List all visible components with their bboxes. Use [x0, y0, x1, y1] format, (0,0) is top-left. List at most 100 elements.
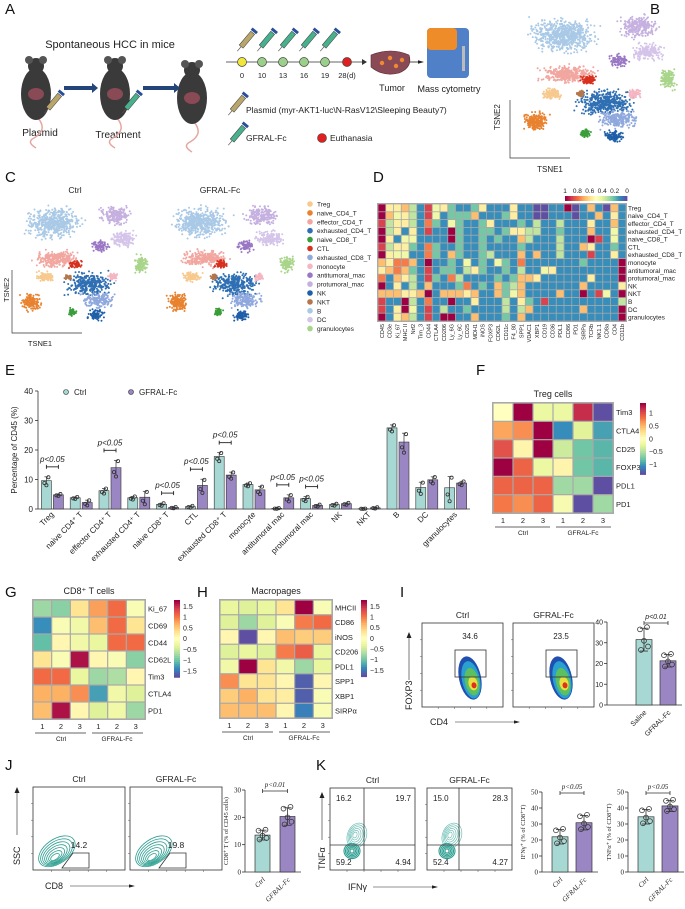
tsne-point	[552, 24, 555, 27]
tsne-point	[125, 239, 128, 242]
timeline-arrow	[362, 59, 367, 65]
tsne-point	[551, 50, 554, 53]
tsne-point	[634, 30, 636, 33]
tsne-point	[523, 121, 526, 123]
syringe-barrel	[300, 30, 317, 49]
tsne-point	[580, 36, 583, 39]
tsne-point	[38, 252, 41, 255]
tsne-point	[30, 217, 32, 220]
tsne-point	[102, 208, 105, 211]
tsne-point	[631, 115, 633, 118]
tsne-point	[538, 117, 541, 120]
tsne-point	[634, 28, 637, 30]
tsne-point	[135, 269, 138, 272]
tsne-point	[63, 294, 66, 297]
tsne-point	[76, 222, 79, 225]
tsne-point	[654, 29, 657, 32]
tsne-point	[600, 98, 603, 101]
tsne-point	[48, 213, 51, 216]
tsne-point	[596, 99, 599, 102]
tsne-point	[584, 78, 587, 80]
tsne-point	[62, 260, 65, 263]
tsne-point	[642, 48, 644, 51]
tsne-point	[624, 96, 627, 98]
tsne-point	[30, 259, 33, 262]
tsne-point	[672, 74, 675, 77]
tsne-point	[70, 214, 73, 217]
tsne-point	[577, 38, 580, 41]
tsne-point	[628, 30, 631, 33]
syringe-barrel	[321, 30, 338, 49]
tsne-point	[575, 105, 578, 108]
tsne-point	[613, 140, 616, 143]
tsne-point	[584, 103, 587, 106]
tsne-point	[41, 219, 44, 222]
tsne-point	[633, 56, 636, 59]
tsne-point	[64, 230, 67, 233]
tsne-point	[582, 65, 585, 68]
tsne-point	[581, 78, 584, 81]
tsne-point	[541, 43, 544, 46]
tsne-point	[53, 214, 56, 217]
tsne-point	[667, 85, 670, 88]
tsne-point	[627, 126, 630, 129]
tsne-point	[584, 81, 587, 84]
tsne-point	[107, 282, 110, 285]
tsne-point	[64, 213, 67, 216]
tsne-point	[75, 257, 78, 260]
tsne-point	[580, 49, 583, 51]
tsne-point	[36, 258, 39, 261]
tsne-point	[541, 50, 544, 53]
tsne-point	[571, 38, 574, 41]
tsne-point	[547, 77, 550, 80]
tsne-point	[531, 117, 534, 120]
tsne-point	[40, 228, 43, 231]
tsne-point	[631, 18, 634, 21]
tsne-point	[566, 71, 569, 74]
tsne-point	[125, 221, 128, 224]
tsne-point	[577, 93, 580, 96]
tsne-point	[638, 17, 641, 19]
mouse-ear	[181, 60, 189, 68]
tsne-point	[80, 260, 83, 263]
tsne-point	[531, 36, 534, 39]
tsne-point	[615, 100, 618, 103]
tsne-point	[622, 122, 625, 125]
tsne-point	[578, 34, 581, 37]
tsne-point	[574, 36, 577, 39]
tsne-point	[630, 122, 633, 124]
tsne-point	[582, 42, 585, 45]
tsne-point	[592, 71, 594, 74]
tsne-point	[536, 38, 538, 41]
tsne-point	[53, 265, 56, 268]
tsne-point	[561, 28, 564, 31]
tsne-point	[553, 69, 556, 72]
tsne-point	[70, 212, 73, 215]
tsne-point	[665, 76, 668, 79]
tsne-point	[36, 210, 39, 213]
tsne-point	[621, 64, 624, 67]
tsne-point	[628, 91, 631, 94]
tsne-point	[117, 221, 120, 224]
tsne-point	[628, 21, 631, 24]
tsne-point	[531, 127, 534, 130]
tsne-point	[664, 70, 667, 73]
tsne-point	[595, 43, 598, 46]
tsne-point	[662, 74, 665, 77]
tsne-point	[563, 69, 566, 72]
tsne-point	[63, 230, 65, 232]
tsne-point	[57, 214, 60, 216]
tsne-point	[116, 222, 119, 225]
tsne-point	[609, 110, 612, 113]
tsne-point	[593, 72, 596, 75]
tsne-point	[37, 231, 40, 234]
tsne-point	[544, 92, 547, 95]
tsne-point	[557, 29, 560, 32]
tsne-point	[540, 118, 543, 121]
tsne-point	[62, 224, 65, 227]
tsne-point	[135, 253, 138, 256]
tsne-point	[553, 90, 556, 93]
tsne-point	[667, 80, 670, 83]
tsne-point	[594, 35, 597, 38]
tsne-point	[543, 35, 546, 38]
